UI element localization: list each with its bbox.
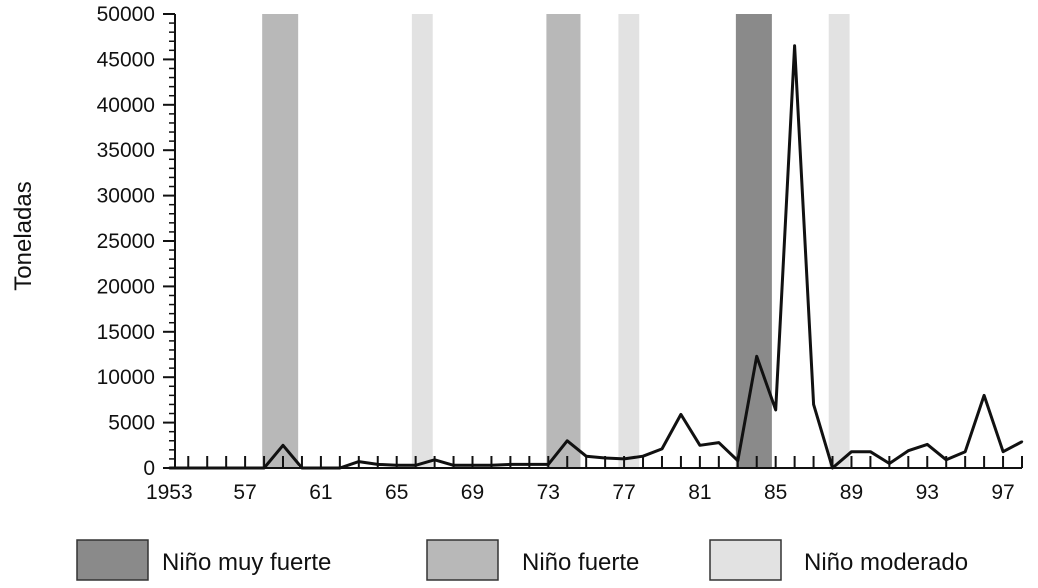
y-axis-label: Toneladas [10, 181, 37, 290]
data-point [1001, 450, 1005, 453]
data-point [660, 447, 664, 451]
y-ticks: 0 5000 10000 15000 20000 25000 30000 35000 40000… [97, 3, 175, 480]
x-tick-label: 89 [840, 481, 863, 504]
x-tick-label: 57 [233, 481, 256, 504]
y-tick-label: 30000 [97, 185, 155, 208]
data-point [717, 441, 721, 444]
axes [174, 14, 1022, 469]
x-tick-label: 1953 [146, 481, 193, 504]
band-moderado [828, 14, 850, 468]
data-point [963, 450, 967, 453]
band-muy-fuerte [735, 14, 772, 468]
legend: Niño muy fuerte Niño fuerte Niño moderado [76, 539, 968, 581]
data-point [755, 355, 758, 358]
legend-label-moderado: Niño moderado [804, 549, 968, 576]
x-tick-label: 61 [309, 481, 332, 504]
data-point [281, 444, 285, 447]
data-point [679, 413, 683, 416]
band-moderado [411, 14, 433, 468]
data-point [1020, 440, 1024, 443]
legend-label-fuerte: Niño fuerte [522, 549, 639, 576]
band-fuerte [546, 14, 581, 468]
x-tick-label: 73 [537, 481, 560, 504]
legend-swatch-fuerte [426, 539, 499, 581]
y-tick-label: 0 [143, 457, 155, 480]
data-point [168, 466, 171, 470]
y-tick-label: 45000 [97, 48, 155, 71]
data-point [812, 403, 815, 406]
data-point [831, 466, 834, 470]
legend-label-muy-fuerte: Niño muy fuerte [162, 549, 331, 576]
data-point [357, 460, 361, 463]
data-point [414, 464, 417, 467]
data-point [528, 463, 531, 466]
data-point [641, 454, 645, 458]
data-point [736, 459, 739, 462]
x-tick-label: 81 [688, 481, 711, 504]
y-tick-label: 15000 [97, 321, 155, 344]
data-point [584, 454, 588, 458]
data-point [926, 443, 929, 446]
data-point [395, 464, 398, 467]
x-ticks: 1953 57 61 65 69 73 77 81 85 89 93 97 [146, 456, 1023, 504]
data-point [338, 466, 342, 470]
data-point [187, 466, 190, 470]
series [168, 44, 1024, 470]
data-point [509, 463, 512, 466]
y-tick-label: 5000 [108, 412, 155, 435]
data-point [622, 457, 626, 461]
x-tick-label: 85 [764, 481, 787, 504]
data-point [262, 466, 266, 470]
band-moderado [618, 14, 640, 468]
data-point [547, 463, 550, 466]
y-tick-label: 50000 [97, 3, 155, 26]
x-tick-label: 65 [385, 481, 408, 504]
band-fuerte [262, 14, 299, 468]
data-point [566, 439, 569, 442]
el-nino-bands [262, 14, 850, 468]
data-point [603, 456, 607, 460]
y-tick-label: 20000 [97, 275, 155, 298]
data-point [471, 464, 474, 467]
data-point [850, 450, 853, 453]
x-tick-label: 93 [916, 481, 939, 504]
y-tick-label: 40000 [97, 94, 155, 117]
data-point [319, 466, 323, 470]
data-point [433, 458, 436, 462]
data-point [224, 466, 228, 470]
legend-swatch-muy-fuerte [76, 539, 149, 581]
x-tick-label: 77 [612, 481, 635, 504]
data-point [452, 464, 455, 467]
y-tick-label: 35000 [97, 139, 155, 162]
series-line [169, 44, 1023, 470]
data-point [206, 466, 209, 470]
data-point [945, 458, 948, 462]
y-tick-label: 10000 [97, 366, 155, 389]
data-point [907, 449, 910, 452]
data-point [243, 466, 247, 470]
data-point [300, 466, 304, 470]
x-tick-label: 97 [991, 481, 1014, 504]
legend-swatch-moderado [709, 539, 782, 581]
data-point [490, 464, 493, 467]
y-tick-label: 25000 [97, 230, 155, 253]
x-tick-label: 69 [461, 481, 484, 504]
data-point [774, 408, 777, 412]
data-point [982, 394, 986, 397]
data-point [869, 450, 872, 453]
data-point [888, 462, 891, 465]
data-point [793, 44, 796, 47]
data-point [376, 463, 379, 466]
data-point [698, 444, 702, 447]
